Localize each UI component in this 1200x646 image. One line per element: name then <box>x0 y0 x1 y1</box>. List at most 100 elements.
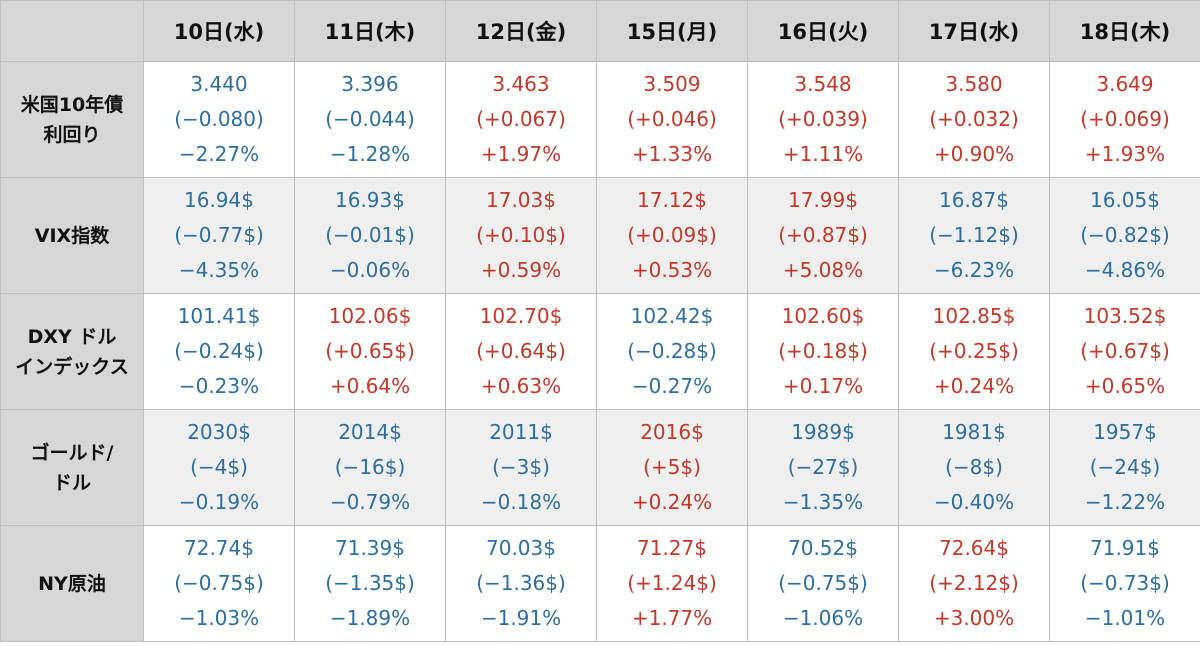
cell-change: (−0.28$) <box>627 339 717 363</box>
cell-value: 102.70$ <box>479 304 563 328</box>
cell-change: (−27$) <box>787 455 859 479</box>
cell-change: (−1.12$) <box>929 223 1019 247</box>
cell-change: (−0.24$) <box>174 339 264 363</box>
cell-change: (−0.044) <box>325 107 415 131</box>
data-cell: 16.94$ (−0.77$) −4.35% <box>143 177 295 294</box>
cell-percent: +0.53% <box>631 258 713 282</box>
data-cell: 17.03$ (+0.10$) +0.59% <box>445 177 597 294</box>
cell-value: 1989$ <box>791 420 855 444</box>
cell-percent: −1.35% <box>782 490 864 514</box>
data-cell: 3.396 (−0.044) −1.28% <box>294 61 446 178</box>
data-cell: 3.548 (+0.039) +1.11% <box>747 61 899 178</box>
cell-change: (+0.87$) <box>778 223 868 247</box>
cell-change: (−0.75$) <box>778 571 868 595</box>
cell-value: 103.52$ <box>1083 304 1167 328</box>
data-cell: 16.93$ (−0.01$) −0.06% <box>294 177 446 294</box>
cell-value: 2011$ <box>489 420 553 444</box>
cell-change: (+0.10$) <box>476 223 566 247</box>
data-cell: 70.52$ (−0.75$) −1.06% <box>747 525 899 642</box>
cell-change: (+0.032) <box>929 107 1019 131</box>
cell-percent: +3.00% <box>933 606 1015 630</box>
cell-percent: −4.35% <box>178 258 260 282</box>
data-cell: 1981$ (−8$) −0.40% <box>898 409 1050 526</box>
cell-value: 72.74$ <box>184 536 254 560</box>
data-cell: 71.39$ (−1.35$) −1.89% <box>294 525 446 642</box>
cell-percent: +1.93% <box>1084 142 1166 166</box>
cell-percent: −0.79% <box>329 490 411 514</box>
data-cell: 72.64$ (+2.12$) +3.00% <box>898 525 1050 642</box>
cell-value: 72.64$ <box>939 536 1009 560</box>
cell-change: (+0.09$) <box>627 223 717 247</box>
cell-change: (−4$) <box>190 455 248 479</box>
cell-change: (−0.080) <box>174 107 264 131</box>
cell-change: (−16$) <box>334 455 406 479</box>
data-cell: 3.580 (+0.032) +0.90% <box>898 61 1050 178</box>
row-label-line: インデックス <box>15 355 129 378</box>
data-cell: 3.509 (+0.046) +1.33% <box>596 61 748 178</box>
data-cell: 72.74$ (−0.75$) −1.03% <box>143 525 295 642</box>
cell-percent: +1.97% <box>480 142 562 166</box>
date-header: 10日(水) <box>143 0 295 62</box>
cell-percent: +1.11% <box>782 142 864 166</box>
cell-value: 101.41$ <box>177 304 261 328</box>
table-row: NY原油 72.74$ (−0.75$) −1.03% 71.39$ (−1.35$) −1… <box>0 525 1200 642</box>
data-cell: 3.463 (+0.067) +1.97% <box>445 61 597 178</box>
cell-value: 71.39$ <box>335 536 405 560</box>
cell-percent: −1.01% <box>1084 606 1166 630</box>
cell-change: (−0.75$) <box>174 571 264 595</box>
cell-change: (−0.82$) <box>1080 223 1170 247</box>
data-cell: 102.42$ (−0.28$) −0.27% <box>596 293 748 410</box>
cell-percent: −0.19% <box>178 490 260 514</box>
data-cell: 102.60$ (+0.18$) +0.17% <box>747 293 899 410</box>
cell-value: 17.03$ <box>486 188 556 212</box>
date-header: 15日(月) <box>596 0 748 62</box>
cell-value: 102.60$ <box>781 304 865 328</box>
cell-change: (−1.36$) <box>476 571 566 595</box>
cell-value: 3.440 <box>190 72 248 96</box>
date-header: 11日(木) <box>294 0 446 62</box>
cell-percent: −4.86% <box>1084 258 1166 282</box>
cell-change: (−0.77$) <box>174 223 264 247</box>
cell-percent: +0.64% <box>329 374 411 398</box>
cell-percent: +1.33% <box>631 142 713 166</box>
date-header: 12日(金) <box>445 0 597 62</box>
date-header: 17日(水) <box>898 0 1050 62</box>
data-cell: 70.03$ (−1.36$) −1.91% <box>445 525 597 642</box>
table-row: VIX指数 16.94$ (−0.77$) −4.35% 16.93$ (−0.01$) −… <box>0 177 1200 294</box>
data-cell: 71.91$ (−0.73$) −1.01% <box>1049 525 1200 642</box>
cell-value: 3.396 <box>341 72 399 96</box>
data-cell: 16.05$ (−0.82$) −4.86% <box>1049 177 1200 294</box>
row-label-line: ゴールド/ <box>30 441 114 464</box>
row-label-line: 米国10年債 <box>20 93 124 116</box>
data-cell: 3.649 (+0.069) +1.93% <box>1049 61 1200 178</box>
cell-value: 1957$ <box>1093 420 1157 444</box>
cell-change: (−1.35$) <box>325 571 415 595</box>
cell-percent: +0.63% <box>480 374 562 398</box>
cell-percent: +0.24% <box>631 490 713 514</box>
cell-change: (−0.73$) <box>1080 571 1170 595</box>
row-label-line: DXY ドル <box>27 325 117 348</box>
row-label-line: VIX指数 <box>34 224 110 247</box>
data-cell: 1957$ (−24$) −1.22% <box>1049 409 1200 526</box>
cell-value: 3.509 <box>643 72 701 96</box>
data-cell: 103.52$ (+0.67$) +0.65% <box>1049 293 1200 410</box>
cell-value: 3.463 <box>492 72 550 96</box>
cell-percent: −0.06% <box>329 258 411 282</box>
cell-percent: −1.89% <box>329 606 411 630</box>
cell-percent: +0.17% <box>782 374 864 398</box>
data-cell: 3.440 (−0.080) −2.27% <box>143 61 295 178</box>
cell-change: (+0.039) <box>778 107 868 131</box>
row-label: DXY ドル インデックス <box>0 293 144 410</box>
cell-change: (+0.25$) <box>929 339 1019 363</box>
cell-change: (+0.18$) <box>778 339 868 363</box>
cell-percent: +0.65% <box>1084 374 1166 398</box>
date-header: 18日(木) <box>1049 0 1200 62</box>
cell-value: 2030$ <box>187 420 251 444</box>
cell-value: 17.99$ <box>788 188 858 212</box>
data-cell: 1989$ (−27$) −1.35% <box>747 409 899 526</box>
cell-change: (+0.67$) <box>1080 339 1170 363</box>
cell-value: 102.85$ <box>932 304 1016 328</box>
cell-percent: −0.27% <box>631 374 713 398</box>
cell-value: 3.649 <box>1096 72 1154 96</box>
